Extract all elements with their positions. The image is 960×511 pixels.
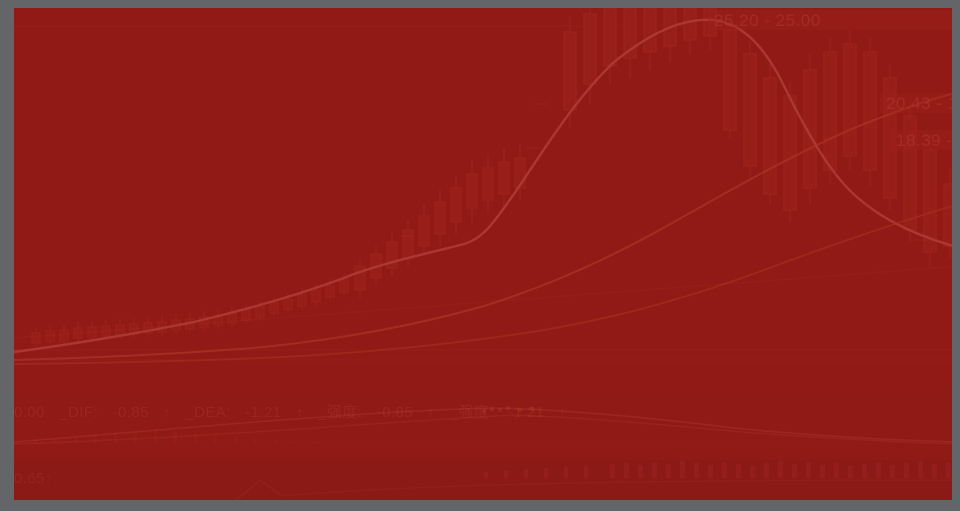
window-frame-bottom	[0, 500, 960, 511]
price-panel[interactable]	[14, 8, 960, 388]
volume-bars-dim	[484, 466, 588, 478]
window-frame-top	[0, 0, 960, 8]
peak-triangle-icon	[235, 478, 283, 500]
volume-panel[interactable]: 0.65↑	[14, 460, 960, 500]
candlestick-series	[31, 8, 957, 346]
macd-panel[interactable]: 0.00 _DIF: -0.85 ↑ _DEA: -1.21 ↑ _强度: -0…	[14, 388, 960, 460]
volume-trend-line	[281, 479, 960, 497]
window-frame-right	[952, 0, 960, 511]
price-tag-band-mid	[880, 93, 960, 113]
price-tag-band-low	[890, 130, 960, 150]
price-tag-band-high	[708, 10, 960, 30]
window-frame-left	[0, 0, 14, 511]
price-chart-svg	[14, 8, 960, 365]
trend-line	[14, 265, 960, 339]
macd-chart-svg	[14, 406, 960, 445]
chart-viewport[interactable]: 0.00 _DIF: -0.85 ↑ _DEA: -1.21 ↑ _强度: -0…	[14, 8, 960, 500]
volume-chart-svg	[235, 461, 960, 500]
ma-mid-line	[14, 91, 960, 361]
volume-bars	[610, 461, 951, 478]
